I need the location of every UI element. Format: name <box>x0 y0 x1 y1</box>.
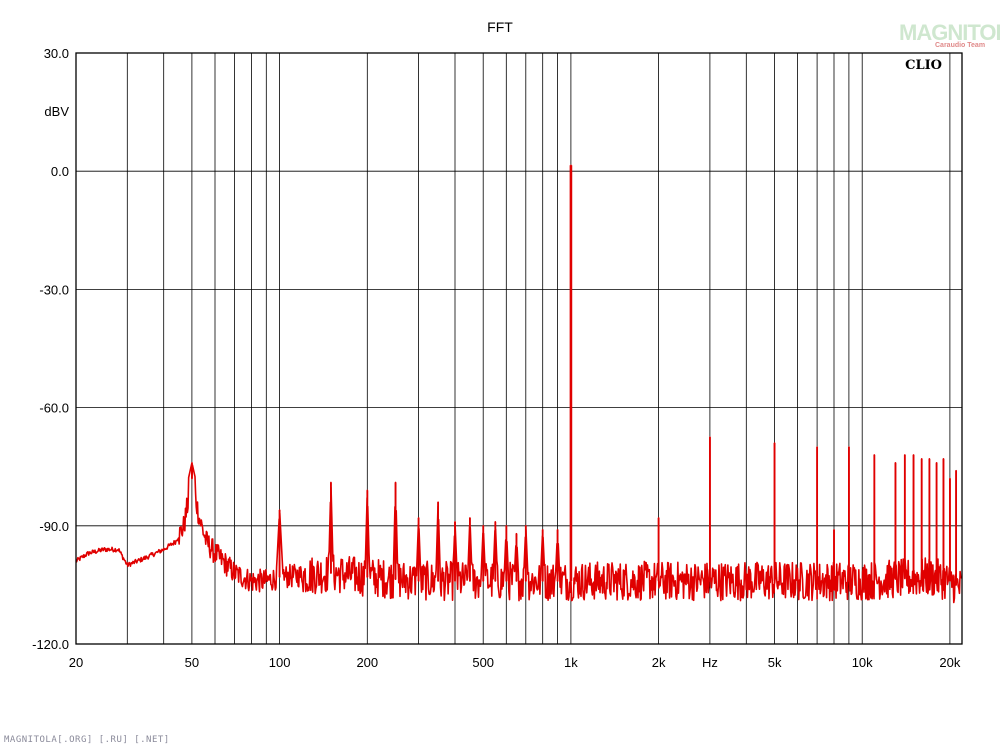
x-tick-label: 2k <box>652 655 666 670</box>
y-axis-ticks: 30.0 0.0 -30.0 -60.0 -90.0 -120.0 <box>32 46 69 652</box>
y-tick-label: -90.0 <box>39 519 69 534</box>
x-tick-label: 50 <box>185 655 199 670</box>
x-tick-label: 20 <box>69 655 83 670</box>
x-tick-label: 200 <box>356 655 378 670</box>
x-tick-label: 500 <box>472 655 494 670</box>
y-tick-label: -60.0 <box>39 401 69 416</box>
x-tick-label: Hz <box>702 655 718 670</box>
y-axis-label: dBV <box>44 104 69 119</box>
footer-text: MAGNITOLA[.ORG] [.RU] [.NET] <box>4 735 170 745</box>
y-tick-label: 0.0 <box>51 164 69 179</box>
y-tick-label: -120.0 <box>32 637 69 652</box>
y-tick-label: 30.0 <box>44 46 69 61</box>
x-tick-label: 10k <box>852 655 873 670</box>
y-tick-label: -30.0 <box>39 282 69 297</box>
fft-trace <box>75 164 963 604</box>
grid <box>76 52 962 645</box>
x-tick-label: 5k <box>768 655 782 670</box>
x-tick-label: 20k <box>939 655 960 670</box>
clio-brand: CLIO <box>905 58 942 73</box>
watermark-logo: MAGNITOLA <box>899 20 1000 45</box>
x-tick-label: 100 <box>269 655 291 670</box>
series-layer <box>75 164 963 604</box>
watermark-subtitle: Caraudio Team <box>935 42 985 49</box>
chart-title: FFT <box>487 19 513 35</box>
x-tick-label: 1k <box>564 655 578 670</box>
plot-frame <box>75 52 963 645</box>
magnitola-watermark: MAGNITOLA Caraudio Team <box>899 20 1000 49</box>
x-axis-ticks: 20 50 100 200 500 1k 2k Hz 5k 10k 20k <box>69 655 961 670</box>
